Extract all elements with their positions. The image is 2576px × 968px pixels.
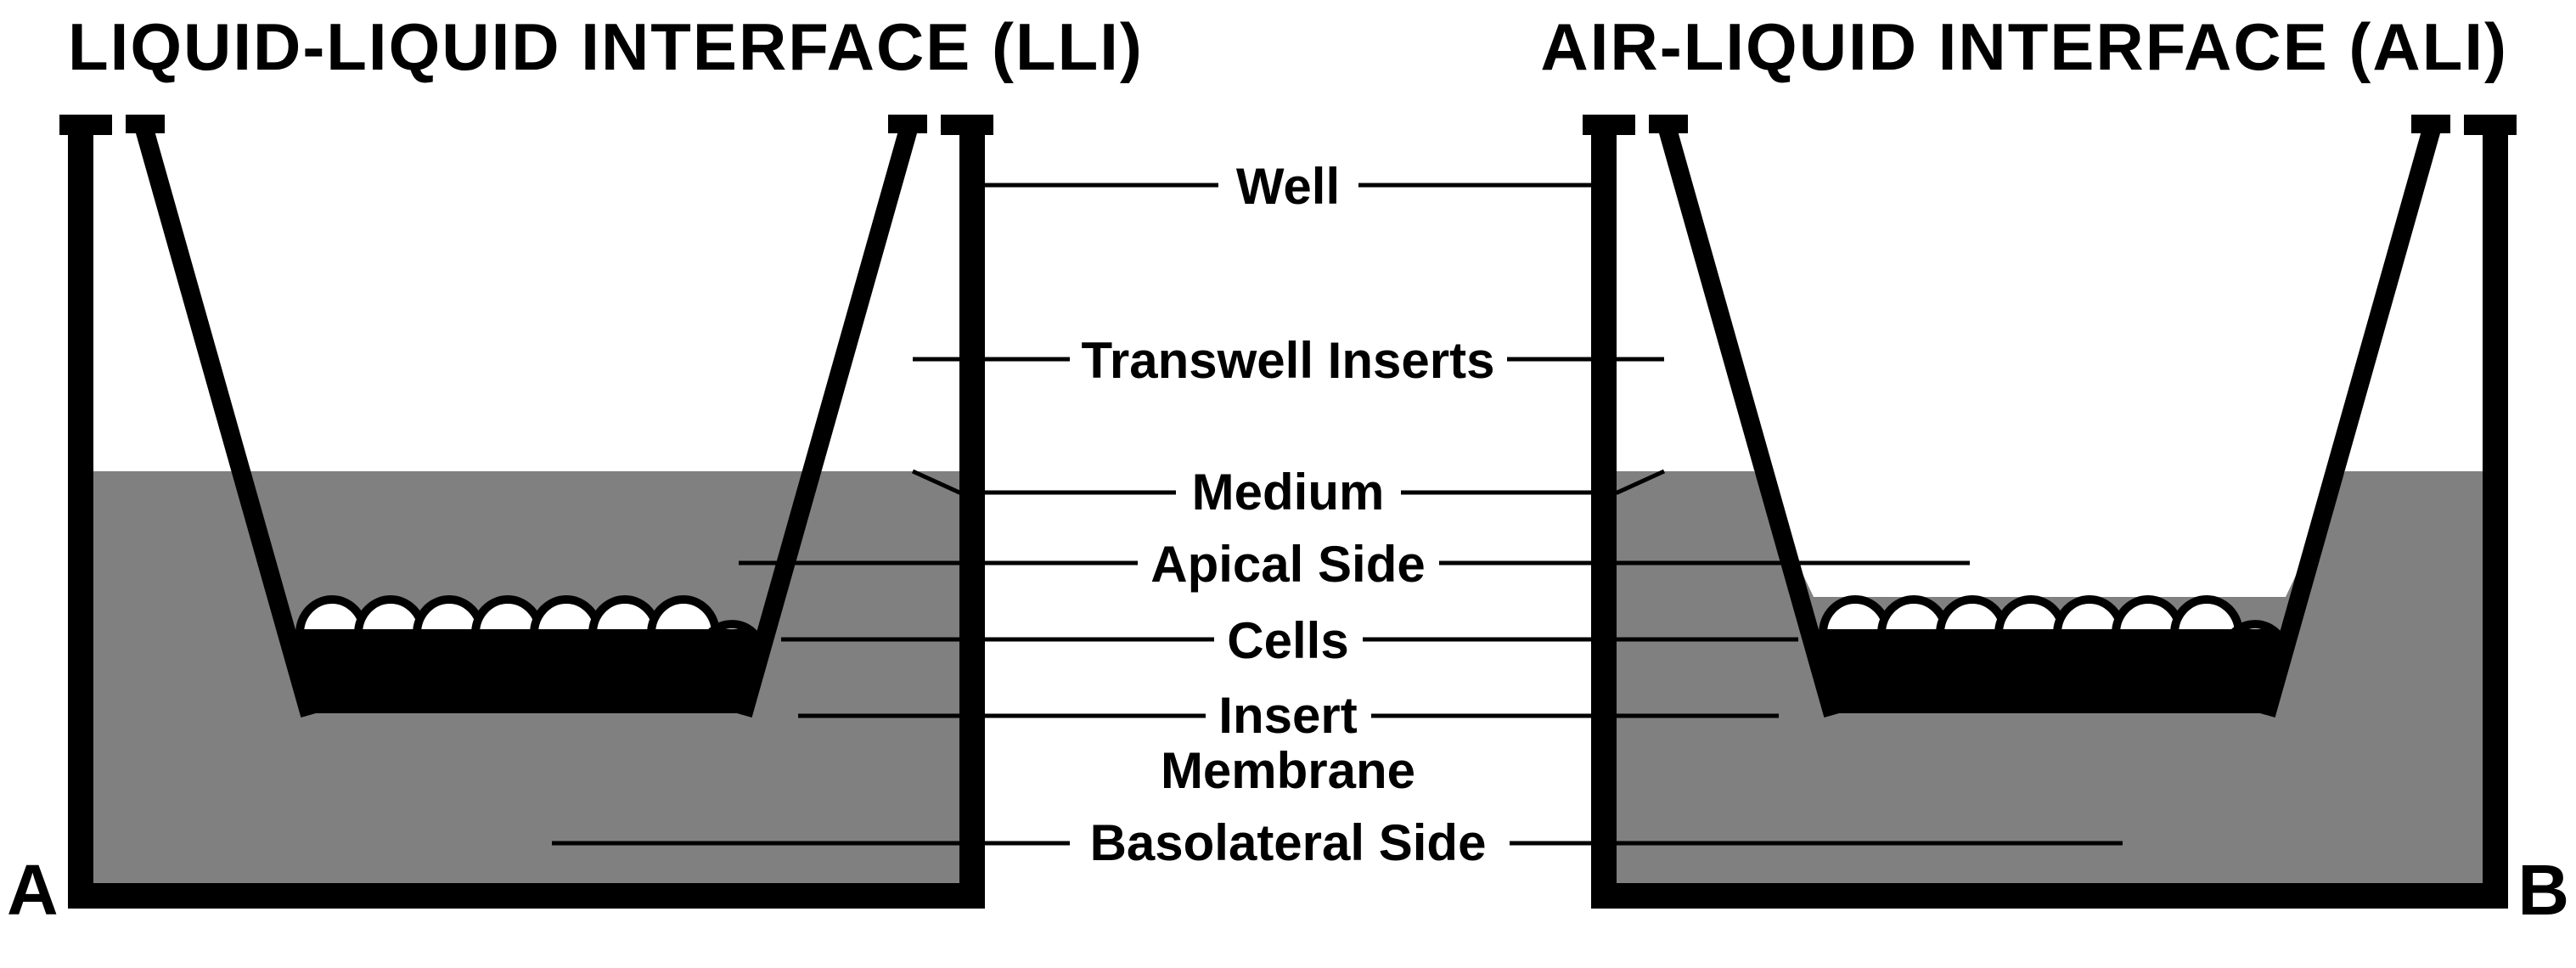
- diagram-container: LIQUID-LIQUID INTERFACE (LLI) AIR-LIQUID…: [0, 0, 2576, 968]
- leader-lines: [0, 0, 2576, 968]
